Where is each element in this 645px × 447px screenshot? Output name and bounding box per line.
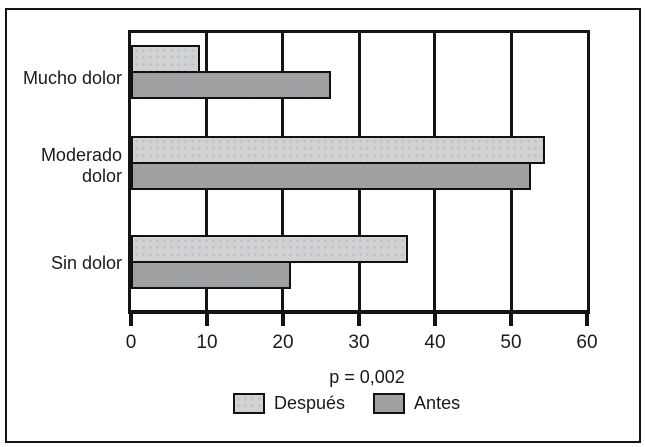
x-tick-40 — [433, 314, 437, 326]
legend-item-despues: Después — [233, 393, 345, 414]
p-value-annotation: p = 0,002 — [329, 367, 405, 387]
bar-despues-moderado-dolor — [131, 136, 546, 164]
bar-despues-sin-dolor — [131, 235, 408, 263]
x-tick-label-60: 60 — [576, 332, 598, 353]
bar-group-moderado-dolor — [131, 136, 546, 190]
figure-border — [5, 8, 641, 443]
bar-group-sin-dolor — [131, 235, 408, 289]
bar-antes-mucho-dolor — [131, 71, 331, 99]
x-tick-0 — [129, 314, 133, 326]
plot-area — [128, 30, 590, 314]
x-tick-60 — [585, 314, 589, 326]
x-tick-label-30: 30 — [348, 332, 370, 353]
x-tick-label-20: 20 — [272, 332, 294, 353]
legend-item-antes: Antes — [373, 393, 460, 414]
bar-group-mucho-dolor — [131, 45, 331, 99]
legend: Después Antes — [233, 393, 460, 414]
category-label-sin-dolor: Sin dolor — [50, 253, 122, 273]
legend-label-despues: Después — [274, 393, 346, 413]
legend-label-antes: Antes — [414, 393, 461, 413]
x-tick-label-10: 10 — [196, 332, 218, 353]
bar-despues-mucho-dolor — [131, 45, 201, 73]
x-tick-50 — [509, 314, 513, 326]
x-tick-10 — [205, 314, 209, 326]
bar-antes-sin-dolor — [131, 261, 292, 289]
x-tick-label-0: 0 — [125, 332, 137, 353]
x-tick-label-40: 40 — [424, 332, 446, 353]
legend-swatch-despues — [233, 393, 265, 414]
x-tick-30 — [357, 314, 361, 326]
legend-swatch-antes — [373, 393, 406, 414]
bar-antes-moderado-dolor — [131, 162, 531, 190]
x-tick-label-50: 50 — [500, 332, 522, 353]
category-label-mucho-dolor: Mucho dolor — [22, 68, 122, 88]
x-tick-20 — [281, 314, 285, 326]
category-label-moderado-dolor: Moderado dolor — [40, 145, 122, 186]
